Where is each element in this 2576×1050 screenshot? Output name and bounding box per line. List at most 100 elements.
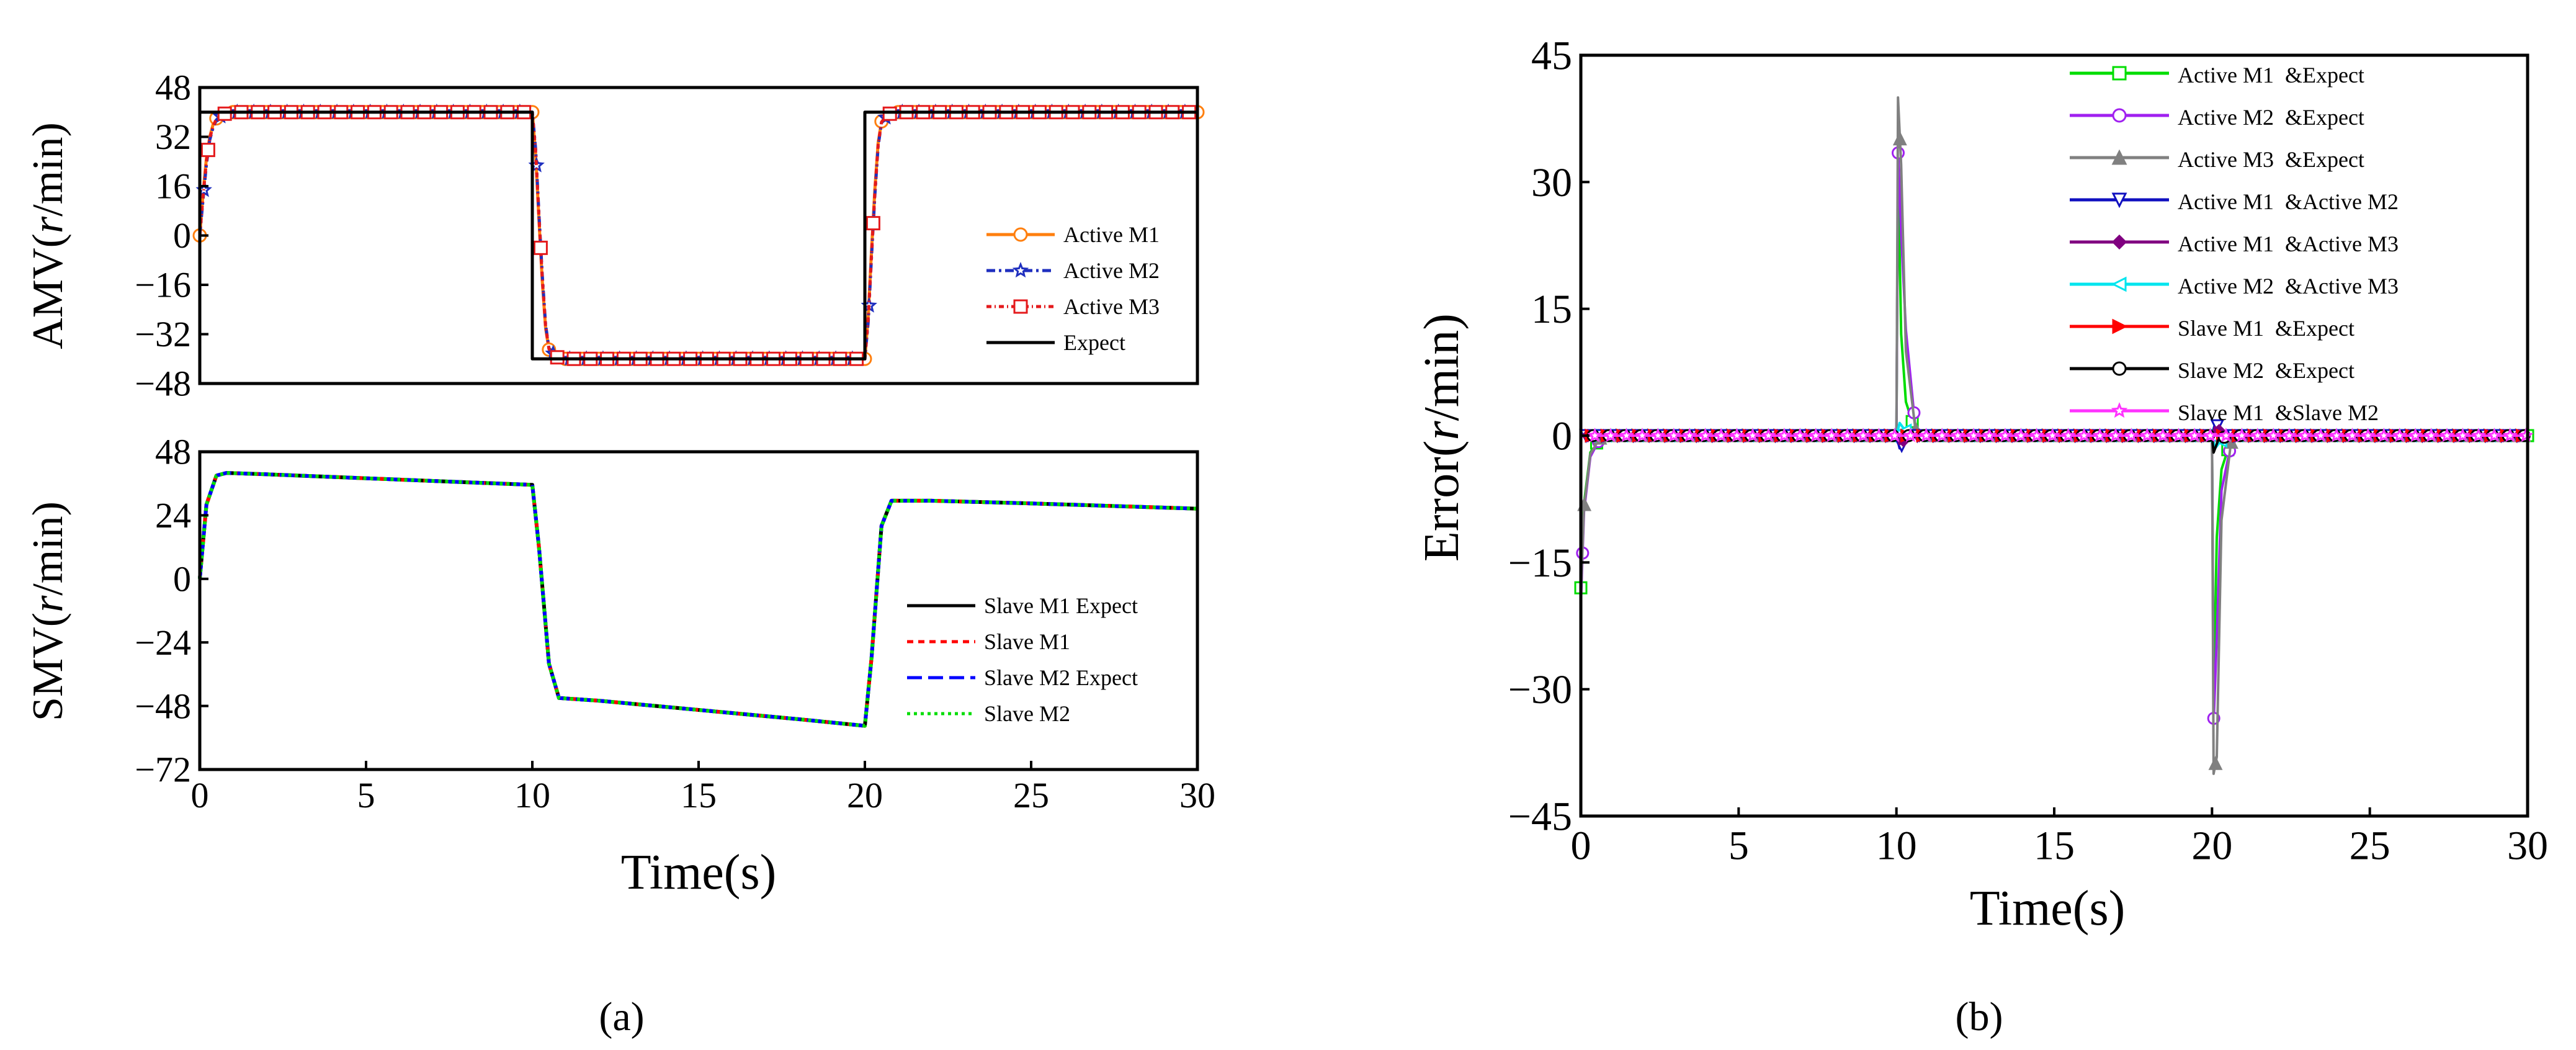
- smv-y-label-italic: r: [24, 595, 72, 612]
- error-x-axis-label: Time(s): [1970, 881, 2125, 936]
- smv-legend-item-slave-m2: Slave M2: [907, 701, 1070, 726]
- amv-y-label-prefix: AMV(: [24, 233, 72, 349]
- panel-label-a: (a): [599, 994, 644, 1039]
- error-y-ticks: 45 30 15 0 −15 −30 −45: [1508, 33, 1590, 839]
- error-series-slave-m1-slave-m2-point: [2328, 428, 2345, 442]
- amv-legend-item-active-m3: Active M3: [986, 294, 1160, 319]
- error-xtick-label: 0: [1571, 823, 1591, 868]
- error-xtick-label: 15: [2034, 823, 2075, 868]
- error-legend-marker: [2112, 361, 2127, 376]
- error-ytick-label: 45: [1531, 33, 1572, 78]
- smv-y-axis-label: SMV(r/min): [24, 501, 72, 721]
- error-series-slave-m1-slave-m2-point: [2234, 428, 2250, 442]
- error-series-group: [1574, 96, 2534, 775]
- error-series-slave-m1-slave-m2-point: [2203, 428, 2218, 442]
- error-legend-item-active-m2-active-m3: Active M2 &Active M3: [2070, 274, 2399, 298]
- error-ytick-label: −30: [1508, 667, 1572, 712]
- error-series-slave-m1-slave-m2-point: [2171, 428, 2186, 442]
- amv-legend-item-active-m2: Active M2: [986, 258, 1160, 283]
- smv-legend-label: Slave M1 Expect: [984, 593, 1138, 618]
- smv-chart: 48 24 0 −24 −48 −72 0 5 10 15 20 25 30 SMV(r/min) T…: [24, 432, 1215, 900]
- error-series-slave-m1-slave-m2-point: [2108, 428, 2124, 442]
- amv-ytick-label: −32: [135, 314, 191, 354]
- amv-legend: Active M1 Active M2 Active M3 Expect: [986, 222, 1160, 355]
- error-series-slave-m1-slave-m2-point: [2218, 428, 2234, 442]
- error-legend-label: Slave M1 &Expect: [2178, 316, 2355, 341]
- error-series-slave-m1-slave-m2-point: [2139, 428, 2155, 442]
- amv-series-active-m3-point: [550, 350, 565, 365]
- error-series-slave-m1-slave-m2-point: [2044, 428, 2060, 442]
- error-series-slave-m1-slave-m2-point: [1666, 428, 1681, 442]
- error-legend-label: Slave M1 &Slave M2: [2178, 400, 2379, 425]
- error-ytick-label: 15: [1531, 287, 1572, 332]
- amv-ytick-label: 48: [155, 68, 191, 108]
- error-series-slave-m1-slave-m2-point: [1871, 428, 1887, 442]
- error-series-slave-m1-slave-m2-point: [1729, 428, 1745, 442]
- error-series-slave-m1-slave-m2-point: [2250, 428, 2266, 442]
- error-y-axis-label: Error(r/min): [1415, 313, 1469, 562]
- error-legend-marker: [2111, 402, 2128, 418]
- error-series-slave-m1-slave-m2-point: [2392, 428, 2407, 442]
- amv-legend-label: Active M3: [1063, 294, 1160, 319]
- error-legend-item-slave-m1-expect: Slave M1 &Expect: [2070, 316, 2355, 341]
- error-xtick-label: 5: [1729, 823, 1749, 868]
- smv-y-label-prefix: SMV(: [24, 612, 72, 721]
- smv-xtick-label: 25: [1013, 775, 1049, 815]
- error-series-slave-m1-slave-m2-point: [2297, 428, 2313, 442]
- smv-y-ticks: 48 24 0 −24 −48 −72: [135, 432, 208, 790]
- error-series-slave-m1-slave-m2-point: [2502, 428, 2518, 442]
- smv-legend-label: Slave M1: [984, 629, 1070, 654]
- smv-ytick-label: −24: [135, 622, 191, 663]
- smv-x-axis-label: Time(s): [621, 845, 776, 900]
- error-ytick-label: −15: [1508, 541, 1572, 586]
- error-series-slave-m1-slave-m2-point: [1903, 428, 1918, 442]
- error-series-slave-m1-slave-m2-point: [2345, 428, 2360, 442]
- error-series-active-m3-expect-point: [2208, 755, 2223, 770]
- error-legend-item-active-m1-active-m2: Active M1 &Active M2: [2070, 189, 2399, 214]
- error-series-slave-m1-slave-m2-point: [1619, 428, 1634, 442]
- error-series-slave-m1-slave-m2-point: [2013, 428, 2029, 442]
- error-legend-item-slave-m2-expect: Slave M2 &Expect: [2070, 358, 2355, 383]
- error-series-active-m3-expect-point: [1892, 131, 1907, 146]
- error-series-slave-m1-slave-m2-point: [1855, 428, 1871, 442]
- error-series-slave-m1-slave-m2-point: [1982, 428, 1997, 442]
- error-legend-item-active-m1-active-m3: Active M1 &Active M3: [2070, 231, 2399, 256]
- error-series-slave-m1-slave-m2-point: [2376, 428, 2392, 442]
- amv-ytick-label: 16: [155, 166, 191, 207]
- amv-series-group: [192, 103, 1205, 366]
- smv-ytick-label: 48: [155, 432, 191, 472]
- error-series-slave-m1-slave-m2-point: [1634, 428, 1650, 442]
- amv-legend-marker: [1013, 227, 1028, 242]
- error-ytick-label: −45: [1508, 794, 1572, 839]
- amv-ytick-label: −48: [135, 364, 191, 404]
- smv-ytick-label: 0: [173, 559, 191, 599]
- error-series-slave-m1-slave-m2-point: [1650, 428, 1666, 442]
- smv-xtick-label: 20: [847, 775, 883, 815]
- smv-series-slave-m2-line: [198, 471, 1198, 728]
- smv-xtick-label: 10: [514, 775, 550, 815]
- smv-xtick-label: 15: [681, 775, 717, 815]
- error-legend-label: Active M1 &Expect: [2178, 63, 2364, 88]
- smv-y-label-suffix: /min): [24, 501, 72, 596]
- smv-ytick-label: −48: [135, 686, 191, 726]
- smv-ytick-label: 24: [155, 495, 191, 536]
- error-series-slave-m1-slave-m2-point: [2439, 428, 2455, 442]
- error-series-slave-m1-slave-m2-point: [2360, 428, 2376, 442]
- error-series-slave-m1-slave-m2-point: [2486, 428, 2502, 442]
- amv-legend-label: Expect: [1063, 330, 1125, 355]
- smv-xtick-label: 30: [1179, 775, 1215, 815]
- amv-y-ticks: 48 32 16 0 −16 −32 −48: [135, 68, 208, 404]
- error-series-slave-m1-slave-m2-point: [1950, 428, 1966, 442]
- error-legend-marker: [2111, 192, 2127, 209]
- smv-legend-item-slave-m2-expect: Slave M2 Expect: [907, 665, 1138, 690]
- error-y-label-italic: r: [1415, 421, 1469, 441]
- amv-ytick-label: 32: [155, 117, 191, 157]
- error-legend-item-slave-m1-slave-m2: Slave M1 &Slave M2: [2070, 400, 2379, 425]
- error-series-slave-m1-slave-m2-point: [2471, 428, 2487, 442]
- smv-ytick-label: −72: [135, 750, 191, 790]
- smv-legend: Slave M1 Expect Slave M1 Slave M2 Expect Sl…: [907, 593, 1138, 726]
- error-legend-marker: [2111, 234, 2127, 250]
- error-series-slave-m1-slave-m2-point: [1745, 428, 1761, 442]
